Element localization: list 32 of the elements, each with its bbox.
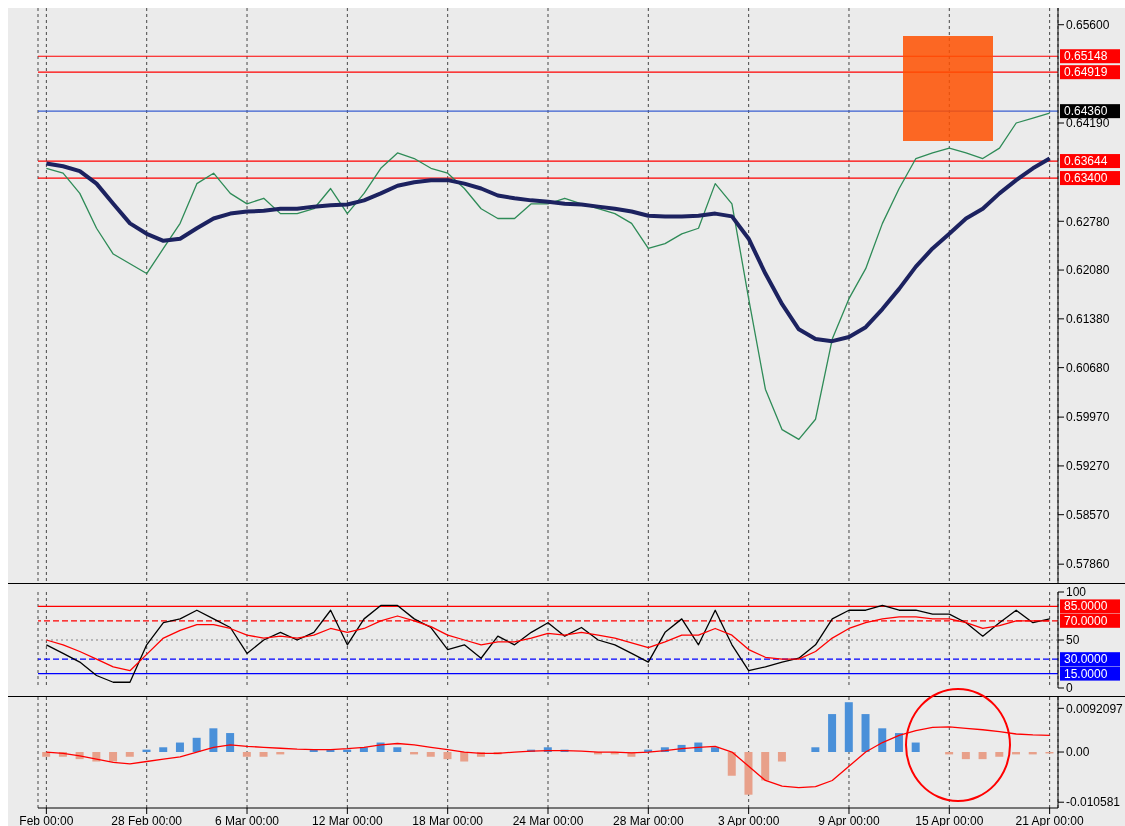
- ref-line-label: 85.0000: [1064, 599, 1108, 614]
- x-tick-label: 6 Mar 00:00: [214, 813, 280, 826]
- y-tick-label: 0.59970: [1066, 410, 1110, 425]
- ref-line-label: 0.64360: [1064, 104, 1108, 119]
- ref-line-label: 0.63644: [1064, 154, 1108, 169]
- y-tick-label: 100: [1066, 585, 1087, 600]
- y-tick-label: 0: [1066, 681, 1073, 696]
- ref-line-label: 15.0000: [1064, 666, 1108, 681]
- x-tick-label: 28 Feb 00:00: [111, 813, 183, 826]
- y-tick-label: 0.0092097: [1066, 701, 1124, 716]
- x-tick-label: 18 Mar 00:00: [412, 813, 484, 826]
- ref-line-label: 0.63400: [1064, 171, 1108, 186]
- ref-line-label: 30.0000: [1064, 652, 1108, 667]
- y-tick-label: 0.64190: [1066, 116, 1110, 131]
- x-tick-label: 12 Mar 00:00: [311, 813, 384, 826]
- y-tick-label: 0.60680: [1066, 360, 1110, 375]
- x-tick-label: Feb 00:00: [19, 813, 74, 826]
- ref-line-label: 0.65148: [1064, 49, 1108, 64]
- x-tick-label: 24 Mar 00:00: [512, 813, 584, 826]
- y-tick-label: 0.58570: [1066, 507, 1110, 522]
- x-tick-label: 28 Mar 00:00: [612, 813, 685, 826]
- y-tick-label: 50: [1066, 633, 1080, 648]
- ref-line-label: 70.0000: [1064, 613, 1108, 628]
- y-tick-label: -0.010581: [1066, 795, 1121, 810]
- y-tick-label: 0.62780: [1066, 214, 1110, 229]
- ref-line-label: 0.64919: [1064, 65, 1108, 80]
- y-tick-label: 0.62080: [1066, 263, 1110, 278]
- y-tick-label: 0.00: [1066, 745, 1090, 760]
- y-tick-label: 0.57860: [1066, 557, 1110, 572]
- y-tick-label: 0.59270: [1066, 459, 1110, 474]
- y-tick-label: 0.65600: [1066, 17, 1110, 32]
- y-tick-label: 0.61380: [1066, 312, 1110, 327]
